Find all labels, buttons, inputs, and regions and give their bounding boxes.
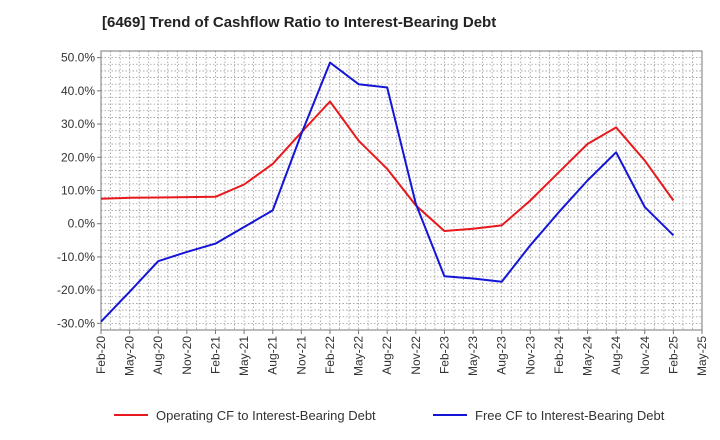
series-line-2 [100,61,675,323]
x-tick-label: May-21 [237,336,251,376]
y-tick-label: 40.0% [61,84,95,98]
x-tick-label: Aug-21 [266,336,280,375]
y-tick-label: -20.0% [57,283,95,297]
x-tick-label: Nov-24 [638,336,652,375]
x-tick-label: Nov-23 [523,336,537,375]
chart-title: [6469] Trend of Cashflow Ratio to Intere… [102,14,497,31]
y-tick-label: 30.0% [61,117,95,131]
x-tick-label: Nov-20 [180,336,194,375]
x-tick-label: Feb-22 [323,336,337,374]
x-tick-label: Feb-20 [94,336,108,374]
x-tick-label: May-25 [695,336,709,376]
y-tick-label: -30.0% [57,316,95,330]
x-tick-label: Aug-23 [495,336,509,375]
x-tick-label: May-20 [123,336,137,376]
x-tick-label: May-23 [466,336,480,376]
y-tick-label: 0.0% [68,217,96,231]
series-line-1 [100,100,675,232]
x-tick-label: Feb-23 [437,336,451,374]
x-tick-label: May-22 [352,336,366,376]
y-tick-label: 20.0% [61,150,95,164]
legend-label-2: Free CF to Interest-Bearing Debt [475,408,665,423]
x-tick-label: May-24 [581,336,595,376]
x-tick-label: Feb-24 [552,336,566,374]
x-tick-label: Aug-20 [151,336,165,375]
y-tick-label: -10.0% [57,250,95,264]
x-tick-label: Aug-22 [380,336,394,375]
plot-area [101,51,702,330]
y-tick-label: 10.0% [61,184,95,198]
x-tick-label: Aug-24 [609,336,623,375]
x-tick-label: Nov-21 [294,336,308,375]
x-tick-label: Nov-22 [409,336,423,375]
legend-label-1: Operating CF to Interest-Bearing Debt [156,408,376,423]
x-tick-label: Feb-25 [666,336,680,374]
y-tick-label: 50.0% [61,51,95,65]
x-tick-label: Feb-21 [208,336,222,374]
